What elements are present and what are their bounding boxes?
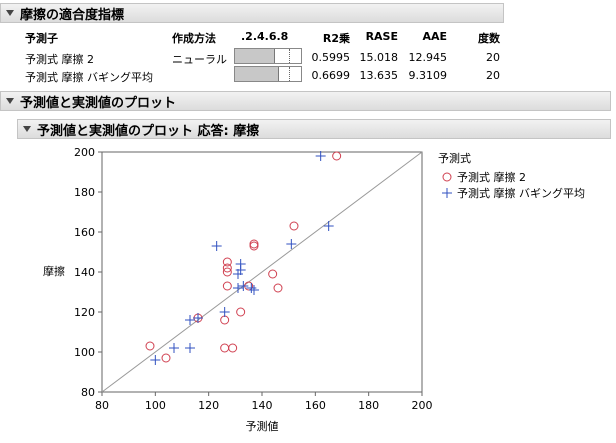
data-point-circle[interactable] bbox=[145, 341, 155, 351]
row-aae: 12.945 bbox=[408, 51, 448, 64]
data-point-plus[interactable] bbox=[246, 283, 257, 293]
data-point-plus[interactable] bbox=[219, 307, 230, 317]
data-point-circle[interactable] bbox=[222, 257, 232, 267]
data-point-circle[interactable] bbox=[332, 151, 342, 161]
row-count: 20 bbox=[486, 69, 500, 82]
row-predictor: 予測式 摩擦 2 bbox=[25, 53, 94, 66]
legend: 予測式 摩擦 2 予測式 摩擦 バギング平均 bbox=[442, 170, 585, 200]
fit-stats-title: 摩擦の適合度指標 bbox=[20, 7, 125, 23]
y-tick-label: 200 bbox=[74, 146, 95, 159]
x-tick-label: 140 bbox=[252, 399, 273, 412]
row-method: ニューラル bbox=[172, 53, 227, 66]
y-tick-label: 180 bbox=[74, 186, 95, 199]
x-tick-label: 180 bbox=[358, 399, 379, 412]
data-point-circle[interactable] bbox=[161, 353, 171, 363]
row-count: 20 bbox=[486, 51, 500, 64]
data-point-circle[interactable] bbox=[249, 239, 259, 249]
row-rase: 15.018 bbox=[359, 51, 399, 64]
col-header-bar: .2.4.6.8 bbox=[241, 30, 289, 43]
data-point-plus[interactable] bbox=[286, 239, 297, 249]
data-point-plus[interactable] bbox=[235, 265, 246, 275]
y-tick-label: 140 bbox=[74, 266, 95, 279]
data-point-circle[interactable] bbox=[222, 263, 232, 273]
col-header-count: 度数 bbox=[478, 32, 500, 45]
y-axis-label: 摩擦 bbox=[43, 264, 65, 278]
x-tick-label: 80 bbox=[95, 399, 109, 412]
x-tick-label: 100 bbox=[145, 399, 166, 412]
data-point-circle[interactable] bbox=[289, 221, 299, 231]
data-point-plus[interactable] bbox=[211, 241, 222, 251]
data-point-plus[interactable] bbox=[185, 315, 195, 325]
row-r2: 0.6699 bbox=[311, 69, 351, 82]
row-predictor: 予測式 摩擦 バギング平均 bbox=[25, 71, 153, 84]
disclosure-triangle-icon[interactable] bbox=[6, 98, 14, 104]
data-point-plus[interactable] bbox=[193, 313, 203, 323]
col-header-rase: RASE bbox=[365, 30, 398, 43]
plot-subsection-title: 予測値と実測値のプロット 応答: 摩擦 bbox=[37, 123, 260, 139]
bar-guide-line bbox=[289, 67, 290, 81]
disclosure-triangle-icon[interactable] bbox=[23, 126, 31, 132]
data-point-plus[interactable] bbox=[323, 221, 334, 231]
reference-line bbox=[101, 151, 423, 393]
plot-subsection-header[interactable]: 予測値と実測値のプロット 応答: 摩擦 bbox=[17, 119, 611, 139]
r2-bar-fill bbox=[235, 49, 275, 63]
legend-circle-icon bbox=[442, 172, 452, 182]
data-point-plus[interactable] bbox=[233, 269, 243, 279]
data-point-plus[interactable] bbox=[150, 355, 161, 365]
plot-section-header[interactable]: 予測値と実測値のプロット bbox=[0, 91, 611, 111]
data-point-plus[interactable] bbox=[238, 281, 249, 291]
row-r2: 0.5995 bbox=[311, 51, 351, 64]
col-header-method: 作成方法 bbox=[172, 32, 216, 45]
legend-item: 予測式 摩擦 2 bbox=[457, 170, 526, 184]
x-tick-label: 120 bbox=[198, 399, 219, 412]
y-tick-label: 160 bbox=[74, 226, 95, 239]
col-header-predictor: 予測子 bbox=[25, 32, 58, 45]
plot-section-title: 予測値と実測値のプロット bbox=[20, 95, 177, 111]
x-tick-label: 200 bbox=[412, 399, 433, 412]
r2-bar-fill bbox=[235, 67, 280, 81]
row-aae: 9.3109 bbox=[408, 69, 448, 82]
x-tick-label: 160 bbox=[305, 399, 326, 412]
r2-bar bbox=[234, 66, 302, 82]
legend-plus-icon bbox=[442, 188, 452, 198]
data-point-plus[interactable] bbox=[233, 283, 243, 293]
data-point-circle[interactable] bbox=[273, 283, 283, 293]
r2-bar bbox=[234, 48, 302, 64]
scatter-plot: 80 100 120 140 160 180 200 80 100 120 140 160 180 200… bbox=[43, 146, 585, 433]
bar-guide-line bbox=[289, 49, 290, 63]
data-point-plus[interactable] bbox=[315, 151, 326, 161]
fit-stats-header[interactable]: 摩擦の適合度指標 bbox=[0, 3, 504, 23]
legend-title: 予測式 bbox=[438, 151, 471, 165]
legend-item: 予測式 摩擦 バギング平均 bbox=[457, 186, 585, 200]
row-rase: 13.635 bbox=[359, 69, 399, 82]
data-point-plus[interactable] bbox=[249, 285, 259, 295]
data-point-circle[interactable] bbox=[236, 307, 246, 317]
data-point-circle[interactable] bbox=[268, 269, 278, 279]
data-point-circle[interactable] bbox=[228, 343, 238, 353]
x-axis-label: 予測値 bbox=[246, 419, 279, 433]
data-point-circle[interactable] bbox=[222, 267, 232, 277]
data-point-plus[interactable] bbox=[185, 343, 195, 353]
disclosure-triangle-icon[interactable] bbox=[6, 10, 14, 16]
col-header-aae: AAE bbox=[422, 30, 447, 43]
col-header-r2: R2乗 bbox=[322, 32, 350, 45]
data-point-circle[interactable] bbox=[222, 281, 232, 291]
data-point-plus[interactable] bbox=[169, 343, 179, 353]
y-tick-label: 100 bbox=[74, 346, 95, 359]
y-tick-label: 120 bbox=[74, 306, 95, 319]
y-tick-label: 80 bbox=[81, 386, 95, 399]
